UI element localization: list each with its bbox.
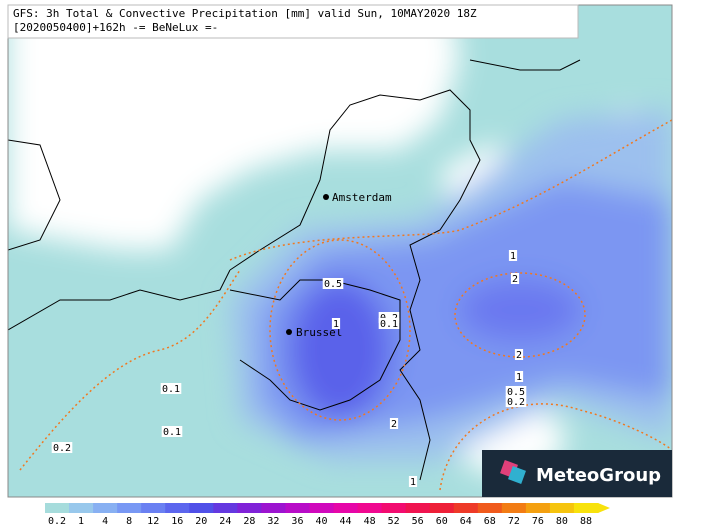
contour-label: 1: [516, 372, 522, 383]
contour-label: 2: [516, 350, 522, 361]
colorbar-swatch: [549, 503, 575, 513]
header-line: GFS: 3h Total & Convective Precipitation…: [13, 7, 477, 20]
colorbar-swatch: [285, 503, 310, 513]
contour-label-bg: [514, 349, 524, 360]
colorbar-swatch: [165, 503, 190, 513]
colorbar-label: 56: [412, 516, 424, 527]
colorbar-swatch: [45, 503, 70, 513]
header-line: [2020050400]+162h -= BeNeLux =-: [13, 21, 218, 34]
colorbar-arrow: [598, 503, 610, 513]
colorbar-swatch: [237, 503, 262, 513]
colorbar-swatch: [141, 503, 166, 513]
contour-label-bg: [322, 278, 344, 289]
city-dot: [286, 329, 292, 335]
contours: [19, 119, 672, 491]
contour-label-bg: [508, 250, 518, 261]
contour-label-bg: [408, 476, 418, 487]
contour-label: 0.1: [380, 319, 398, 330]
colorbar-label: 68: [484, 516, 496, 527]
colorbar-swatch: [213, 503, 238, 513]
colorbar-swatch: [93, 503, 118, 513]
city-label: Amsterdam: [332, 191, 392, 204]
colorbar-label: 72: [508, 516, 520, 527]
colorbar-label: 44: [340, 516, 352, 527]
colorbar-swatch: [357, 503, 383, 513]
colorbar-swatch: [573, 503, 599, 513]
logo-icon: [500, 460, 526, 484]
colorbar-label: 0.2: [48, 516, 66, 527]
colorbar-label: 40: [315, 516, 327, 527]
contour-label-bg: [514, 371, 524, 382]
logo-text: MeteoGroup: [536, 465, 661, 486]
contour-label: 0.1: [162, 384, 180, 395]
contour-label: 2: [391, 419, 397, 430]
colorbar-swatch: [117, 503, 142, 513]
contour-label: 0.2: [53, 443, 71, 454]
contour-label-bg: [389, 418, 399, 429]
colorbar-label: 32: [267, 516, 279, 527]
contour-label: 0.1: [163, 427, 181, 438]
colorbar-label: 20: [195, 516, 207, 527]
contour-label-bg: [160, 383, 182, 394]
contour-label: 0.5: [324, 279, 342, 290]
contour-label: 1: [510, 251, 516, 262]
map-field: [8, 5, 672, 497]
colorbar-label: 88: [580, 516, 592, 527]
contour-label: 2: [512, 274, 518, 285]
colorbar-label: 36: [291, 516, 303, 527]
colorbar-swatch: [429, 503, 455, 513]
contour-label-bg: [378, 312, 400, 323]
colorbar-label: 16: [171, 516, 183, 527]
colorbar-label: 1: [78, 516, 84, 527]
colorbar-swatch: [333, 503, 359, 513]
contour-label-bg: [378, 318, 400, 329]
contour-label-bg: [161, 426, 183, 437]
colorbar-swatch: [69, 503, 94, 513]
coastlines: [8, 59, 581, 481]
colorbar-label: 4: [102, 516, 108, 527]
colorbar-swatch: [381, 503, 407, 513]
contour-label: 1: [333, 319, 339, 330]
header-box: [7, 4, 579, 39]
contour-label: 0.5: [507, 387, 525, 398]
contour-label-bg: [510, 273, 520, 284]
city-dot: [323, 194, 329, 200]
colorbar-label: 28: [243, 516, 255, 527]
colorbar-swatch: [477, 503, 503, 513]
colorbar-swatch: [525, 503, 551, 513]
colorbar-label: 48: [364, 516, 376, 527]
colorbar-label: 64: [460, 516, 472, 527]
colorbar-label: 60: [436, 516, 448, 527]
contour-label-bg: [331, 318, 341, 329]
city-label: Brussel: [296, 326, 342, 339]
contour-label-bg: [505, 386, 527, 397]
contour-label: 1: [410, 477, 416, 488]
colorbar-label: 8: [126, 516, 132, 527]
contour-label-bg: [505, 396, 527, 407]
colorbar-swatch: [189, 503, 214, 513]
colorbar-label: 80: [556, 516, 568, 527]
colorbar-swatch: [309, 503, 335, 513]
colorbar-label: 24: [219, 516, 231, 527]
colorbar-label: 76: [532, 516, 544, 527]
colorbar-label: 52: [388, 516, 400, 527]
colorbar-swatch: [261, 503, 286, 513]
contour-label: 0.2: [507, 397, 525, 408]
colorbar-label: 12: [147, 516, 159, 527]
contour-label-bg: [51, 442, 73, 453]
colorbar-swatch: [501, 503, 527, 513]
colorbar-swatch: [453, 503, 479, 513]
colorbar-swatch: [405, 503, 431, 513]
